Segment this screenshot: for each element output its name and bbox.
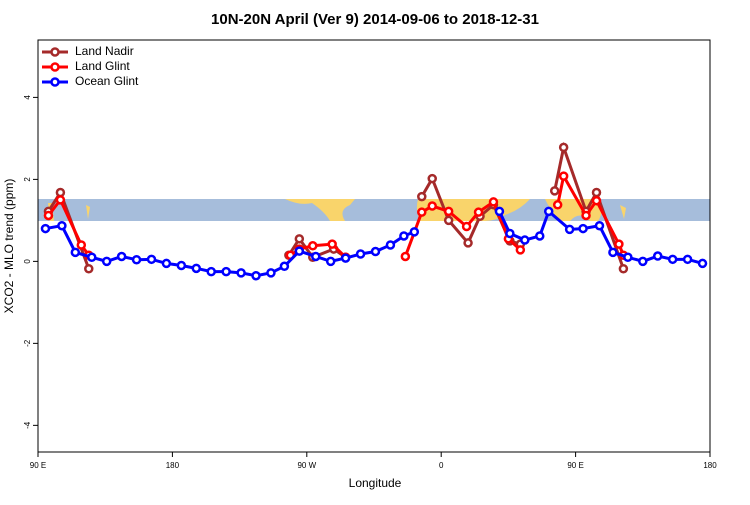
point [488,197,499,207]
point [131,254,142,265]
y-tick-label: 2 [23,177,32,182]
legend-marker [50,62,60,72]
point [417,191,427,202]
point [161,258,172,269]
point [176,260,187,271]
y-tick-label: -2 [23,339,32,347]
point [591,195,602,206]
y-tick-label: 4 [23,95,32,100]
point [76,240,87,250]
point [206,266,216,277]
y-tick-label: -4 [23,421,32,429]
point [370,246,381,257]
plot-frame [37,39,711,453]
point [385,240,396,250]
point [608,247,618,258]
point [43,210,54,221]
point [558,142,569,153]
point [409,227,420,237]
x-tick-label: 0 [439,461,444,470]
point [427,201,437,211]
point [443,215,454,226]
point [520,235,530,245]
point [558,171,569,181]
point [400,251,411,262]
x-tick-label: 90 E [30,461,46,470]
point [146,254,157,265]
point [251,270,261,281]
point [461,221,472,232]
point [236,268,246,278]
map-strip [38,199,710,221]
point [682,254,693,265]
point [266,268,276,278]
point [40,223,51,234]
y-axis-label: XCO2 - MLO trend (ppm) [2,179,16,314]
point [652,251,663,261]
point [87,252,97,263]
point [325,256,336,267]
point [70,247,81,258]
legend-label: Ocean Glint [75,74,139,88]
legend-label: Land Glint [75,59,130,73]
point [667,254,678,265]
point [638,256,648,267]
point [116,251,127,262]
point [55,195,66,205]
point [443,206,454,217]
point [340,253,351,263]
point [417,207,427,217]
point [473,207,484,217]
legend-marker [50,47,60,57]
point [101,256,112,267]
point [311,251,321,262]
point [494,206,505,217]
point [614,239,624,249]
point [591,187,602,198]
point [515,245,526,255]
x-axis-label: Longitude [349,476,402,490]
point [327,239,337,249]
point [427,173,437,184]
point [463,238,473,248]
point [505,228,515,239]
point [191,263,202,274]
point [308,241,318,251]
point [552,200,563,210]
point [355,249,366,259]
series-line [45,208,703,278]
x-tick-label: 90 W [297,461,316,470]
point [549,186,560,196]
point [57,220,67,231]
x-tick-label: 90 E [567,461,583,470]
point [594,220,605,231]
point [221,266,231,277]
point [581,210,591,221]
point [578,223,588,234]
point [564,224,575,235]
series [40,206,708,281]
x-tick-label: 180 [703,461,717,470]
point [618,264,629,274]
point [279,261,290,272]
legend-marker [50,77,60,87]
point [294,246,305,256]
chart-title: 10N-20N April (Ver 9) 2014-09-06 to 2018… [211,11,539,28]
x-tick-label: 180 [166,461,180,470]
point [84,264,94,274]
y-tick-label: 0 [23,259,32,264]
point [623,252,633,263]
point [399,231,409,241]
point [294,234,305,244]
point [697,258,708,269]
point [543,206,554,217]
legend-label: Land Nadir [75,44,134,58]
point [535,231,545,241]
point [55,187,66,198]
